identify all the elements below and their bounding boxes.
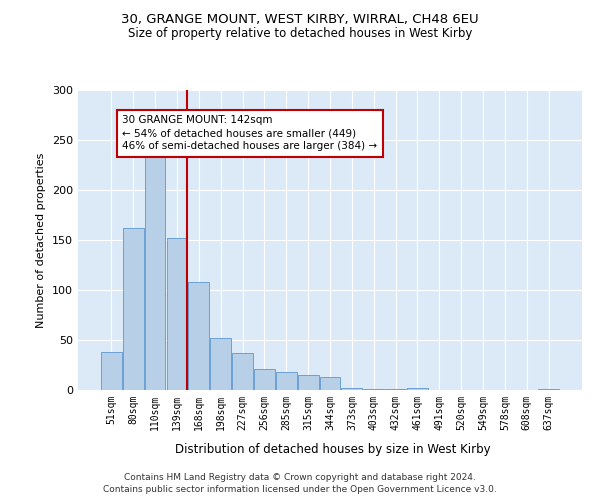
Y-axis label: Number of detached properties: Number of detached properties [37, 152, 46, 328]
Bar [298, 375, 319, 390]
Bar [341, 388, 362, 390]
Text: Contains HM Land Registry data © Crown copyright and database right 2024.: Contains HM Land Registry data © Crown c… [124, 472, 476, 482]
Bar [407, 388, 428, 390]
Bar [320, 377, 340, 390]
Bar [254, 369, 275, 390]
Bar [385, 389, 406, 390]
Bar [145, 155, 166, 390]
Bar [232, 353, 253, 390]
Bar [538, 389, 559, 390]
Bar [210, 338, 231, 390]
Bar [364, 389, 384, 390]
Bar [167, 238, 187, 390]
Text: 30 GRANGE MOUNT: 142sqm
← 54% of detached houses are smaller (449)
46% of semi-d: 30 GRANGE MOUNT: 142sqm ← 54% of detache… [122, 115, 377, 152]
Text: 30, GRANGE MOUNT, WEST KIRBY, WIRRAL, CH48 6EU: 30, GRANGE MOUNT, WEST KIRBY, WIRRAL, CH… [121, 12, 479, 26]
Bar [276, 372, 296, 390]
Text: Distribution of detached houses by size in West Kirby: Distribution of detached houses by size … [175, 442, 491, 456]
Text: Contains public sector information licensed under the Open Government Licence v3: Contains public sector information licen… [103, 485, 497, 494]
Bar [188, 282, 209, 390]
Bar [101, 352, 122, 390]
Text: Size of property relative to detached houses in West Kirby: Size of property relative to detached ho… [128, 28, 472, 40]
Bar [123, 228, 143, 390]
